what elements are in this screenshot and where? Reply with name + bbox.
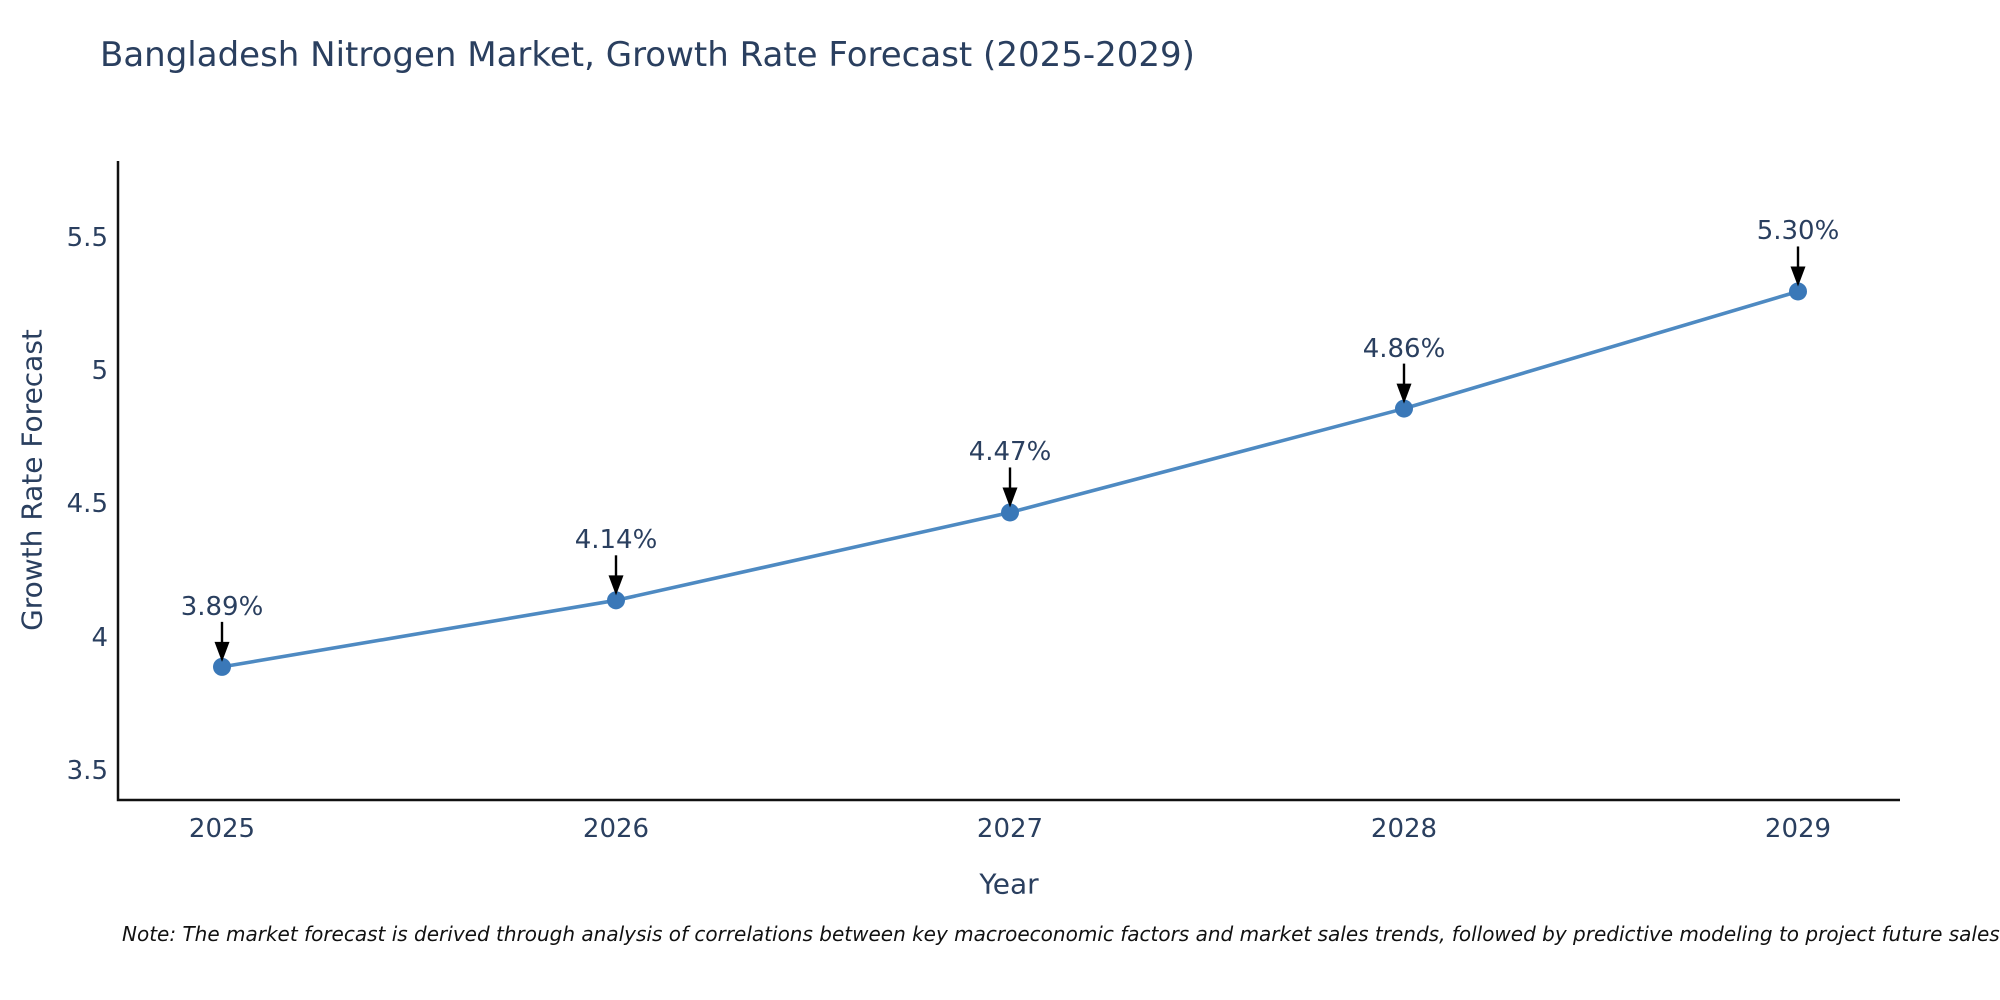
data-point-marker bbox=[607, 591, 625, 610]
annotation-arrow-head bbox=[1002, 487, 1018, 508]
data-point-value-label: 4.86% bbox=[1362, 333, 1446, 364]
data-point-value-label: 4.47% bbox=[968, 437, 1052, 468]
y-tick-label: 4 bbox=[91, 622, 108, 653]
y-tick-label: 5 bbox=[91, 356, 108, 387]
x-tick-label: 2026 bbox=[582, 814, 650, 844]
y-axis-title: Growth Rate Forecast bbox=[15, 329, 49, 631]
data-point-marker bbox=[213, 657, 231, 676]
data-point-value-label: 3.89% bbox=[180, 591, 264, 622]
data-point-marker bbox=[1789, 282, 1807, 301]
annotation-arrow-head bbox=[214, 641, 230, 662]
x-axis-title: Year bbox=[979, 867, 1039, 901]
annotation-arrow-head bbox=[1396, 383, 1412, 404]
axis-lines bbox=[116, 161, 1900, 802]
data-point-value-label: 5.30% bbox=[1756, 216, 1840, 247]
x-tick-label: 2025 bbox=[188, 814, 256, 844]
x-tick-label: 2029 bbox=[1764, 814, 1832, 844]
annotation-arrow-head bbox=[608, 575, 624, 596]
y-tick-label: 5.5 bbox=[66, 223, 108, 254]
y-tick-label: 4.5 bbox=[66, 489, 108, 520]
data-point-value-label: 4.14% bbox=[574, 525, 658, 556]
footnote: Note: The market forecast is derived thr… bbox=[122, 922, 2000, 946]
annotation-arrow-head bbox=[1790, 266, 1806, 287]
y-tick-label: 3.5 bbox=[66, 755, 108, 786]
chart-title: Bangladesh Nitrogen Market, Growth Rate … bbox=[100, 35, 1195, 75]
data-point-marker bbox=[1395, 399, 1413, 418]
x-tick-label: 2028 bbox=[1370, 814, 1438, 844]
x-tick-label: 2027 bbox=[976, 814, 1044, 844]
data-point-marker bbox=[1001, 503, 1019, 522]
